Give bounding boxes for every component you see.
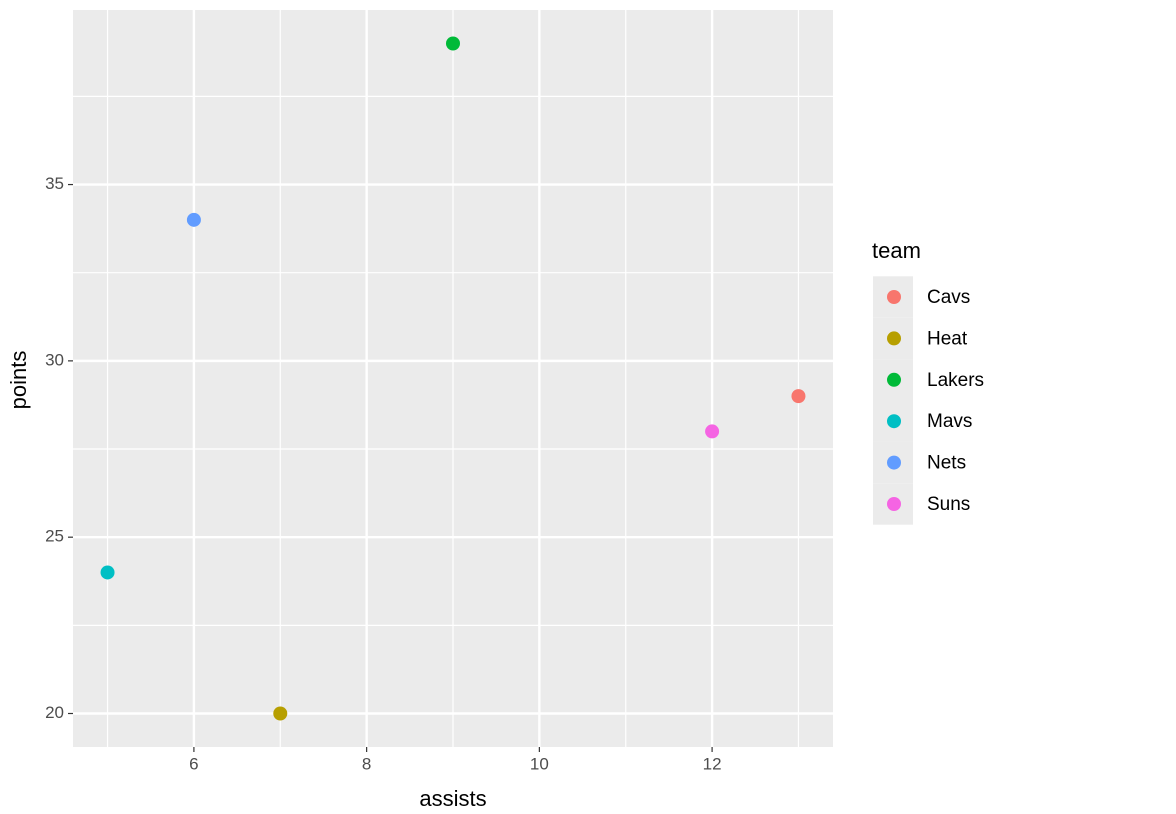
- legend-label: Suns: [927, 494, 970, 515]
- legend-marker: [887, 290, 901, 304]
- point: [186, 212, 201, 227]
- legend-marker: [887, 414, 901, 429]
- legend-marker: [887, 372, 901, 387]
- point: [705, 424, 720, 439]
- legend-marker: [887, 455, 901, 470]
- x-tick-label: 8: [362, 754, 371, 773]
- point: [791, 389, 806, 404]
- legend-label: Nets: [927, 453, 966, 474]
- point: [446, 36, 460, 51]
- y-tick-label: 30: [45, 350, 64, 369]
- y-axis-title: points: [6, 351, 31, 410]
- legend-label: Mavs: [927, 411, 972, 432]
- legend-marker: [887, 331, 901, 346]
- x-tick-label: 6: [189, 754, 198, 773]
- x-tick-label: 12: [703, 754, 722, 773]
- x-tick-label: 10: [530, 754, 549, 773]
- legend-label: Lakers: [927, 370, 984, 391]
- y-tick-label: 20: [45, 703, 64, 722]
- x-axis-title: assists: [419, 786, 486, 811]
- point: [100, 565, 115, 580]
- point: [273, 706, 288, 721]
- legend-marker: [887, 497, 901, 511]
- y-tick-label: 25: [45, 527, 64, 546]
- legend-label: Cavs: [927, 287, 970, 308]
- legend-label: Heat: [927, 328, 968, 349]
- legend-title: team: [872, 238, 921, 263]
- y-tick-label: 35: [45, 174, 64, 193]
